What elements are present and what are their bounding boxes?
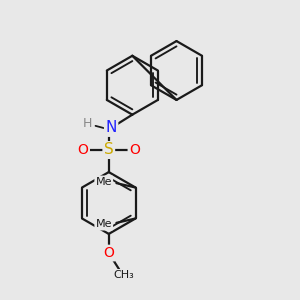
- Text: CH₃: CH₃: [113, 270, 134, 280]
- Text: H: H: [82, 117, 92, 130]
- Text: O: O: [103, 246, 114, 260]
- Text: S: S: [104, 142, 114, 158]
- Text: O: O: [78, 143, 88, 157]
- Text: Me: Me: [95, 177, 112, 187]
- Text: Me: Me: [95, 219, 112, 229]
- Text: N: N: [105, 120, 117, 135]
- Text: O: O: [129, 143, 140, 157]
